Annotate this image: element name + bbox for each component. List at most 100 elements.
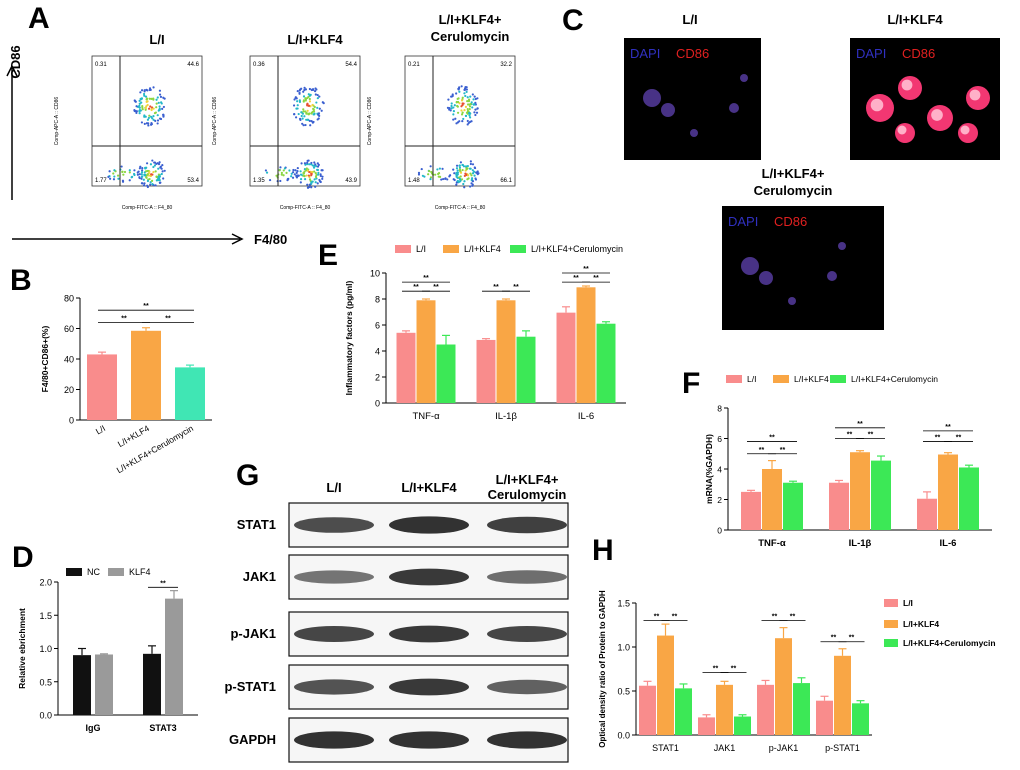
flow-quadrant-ul: 0.21 xyxy=(408,62,420,68)
flow-inner-xlabel: Comp-FITC-A :: F4_80 xyxy=(122,205,173,211)
flow-dot xyxy=(286,178,289,181)
wb-row-1: STAT1 xyxy=(237,502,569,548)
flow-plot-title: L/I+KLF4 xyxy=(287,32,343,47)
flow-inner-ylabel: Comp-APC-A :: CD86 xyxy=(54,97,60,146)
x-tick-label: IL-6 xyxy=(940,538,957,549)
flow-dot xyxy=(291,176,295,179)
wb-band xyxy=(487,570,567,584)
flow-dot xyxy=(112,172,115,175)
flow-dot xyxy=(473,174,476,177)
flow-dot xyxy=(302,172,306,175)
flow-dot xyxy=(155,162,158,166)
flow-dot xyxy=(128,171,131,174)
flow-dot xyxy=(450,104,453,108)
flow-dot xyxy=(473,95,476,98)
flow-dot xyxy=(311,170,314,174)
flow-dot xyxy=(315,173,318,177)
flow-dot xyxy=(312,166,316,169)
flow-dot xyxy=(159,117,163,121)
flow-dot xyxy=(438,175,442,178)
flow-dot xyxy=(429,178,432,181)
panel-label-g: G xyxy=(236,459,259,492)
cell-blob xyxy=(643,89,661,107)
cell-highlight xyxy=(901,79,913,91)
flow-dot xyxy=(268,178,272,182)
flow-dot xyxy=(316,93,319,97)
flow-dot xyxy=(162,177,165,180)
flow-dot xyxy=(117,177,120,180)
significance-mark: ** xyxy=(654,614,660,621)
flow-dot xyxy=(452,106,455,109)
flow-dot xyxy=(316,165,320,168)
flow-dot xyxy=(157,173,161,176)
cell-blob xyxy=(661,103,675,117)
y-axis-title: Relative ebrichment xyxy=(17,608,27,689)
flow-dot xyxy=(469,112,472,115)
flow-dot xyxy=(438,167,441,170)
flow-dot xyxy=(295,97,298,100)
flow-dot xyxy=(140,121,144,124)
legend-swatch xyxy=(830,375,846,383)
flow-dot xyxy=(322,102,325,105)
bar xyxy=(775,638,792,735)
flow-dot xyxy=(288,169,291,172)
wb-row-label: JAK1 xyxy=(243,569,276,584)
flow-dot xyxy=(314,93,317,96)
y-tick-label: 2 xyxy=(375,373,380,383)
flow-dot xyxy=(476,170,479,173)
flow-dot xyxy=(317,163,320,166)
flow-dot xyxy=(315,101,318,104)
flow-dot xyxy=(140,89,144,92)
flow-dot xyxy=(282,174,285,177)
flow-dot xyxy=(312,107,315,110)
flow-dot xyxy=(314,171,317,175)
flow-dot xyxy=(453,104,456,107)
significance-mark: ** xyxy=(165,315,171,322)
flow-dot xyxy=(153,112,157,115)
flow-dot xyxy=(152,115,155,118)
flow-dot xyxy=(461,96,464,99)
flow-dot xyxy=(131,175,134,179)
flow-dot xyxy=(296,174,299,177)
cell-blob xyxy=(690,129,698,137)
flow-dot xyxy=(292,168,295,172)
flow-dot xyxy=(318,178,321,182)
flow-dot xyxy=(141,182,144,185)
flow-dot xyxy=(315,165,318,168)
flow-dot xyxy=(300,87,303,90)
flow-dot xyxy=(279,166,282,169)
dapi-label: DAPI xyxy=(856,46,886,61)
flow-plot-frame xyxy=(91,55,203,187)
legend-label: L/I xyxy=(416,244,426,254)
flow-dot xyxy=(429,176,433,179)
flow-quadrant-ul: 0.36 xyxy=(253,62,265,68)
y-tick-label: 1.5 xyxy=(617,599,630,609)
flow-dot xyxy=(460,109,463,112)
flow-dot xyxy=(471,106,474,109)
cd86-label: CD86 xyxy=(774,214,807,229)
flow-dot xyxy=(464,165,468,168)
flow-dot xyxy=(448,107,451,110)
flow-dot xyxy=(312,113,315,116)
flow-dot xyxy=(317,112,321,115)
bar xyxy=(143,653,161,715)
y-tick-label: 40 xyxy=(64,355,74,365)
flow-dot xyxy=(145,97,149,100)
flow-dot xyxy=(464,85,467,89)
flow-dot xyxy=(306,169,310,172)
flow-dot xyxy=(149,105,152,108)
x-tick-label: TNF-α xyxy=(758,538,786,549)
flow-dot xyxy=(150,179,154,183)
flow-dot xyxy=(310,172,313,175)
flow-dot xyxy=(146,118,150,121)
flow-dot xyxy=(304,88,308,91)
bar xyxy=(917,498,937,530)
wb-header-1: L/I xyxy=(326,480,341,495)
flow-dot xyxy=(464,114,468,117)
flow-dot xyxy=(143,115,146,118)
flow-dot xyxy=(160,101,163,104)
legend-swatch xyxy=(510,245,526,253)
wb-band xyxy=(487,626,567,642)
flow-dot xyxy=(442,177,445,181)
flow-dot xyxy=(307,93,310,96)
